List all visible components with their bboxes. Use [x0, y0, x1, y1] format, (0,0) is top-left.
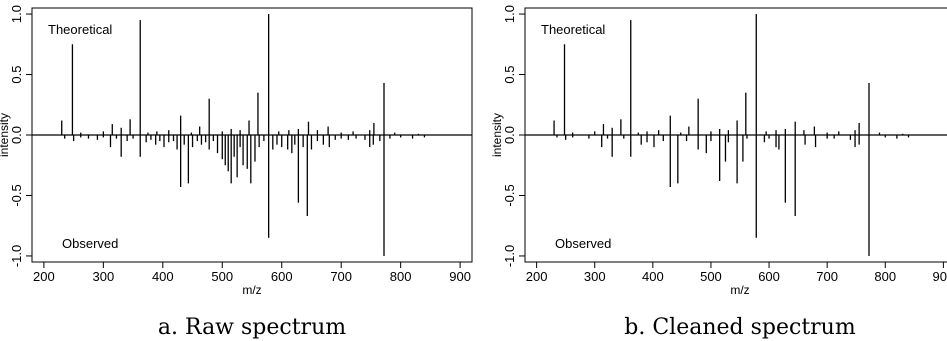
x-tick-label: 900	[933, 269, 947, 284]
x-tick-label: 700	[330, 269, 352, 284]
x-axis-title: m/z	[242, 283, 261, 297]
y-tick-label: 0.0	[9, 126, 24, 144]
y-tick-label: 1.0	[502, 5, 517, 23]
y-tick-label: -0.5	[502, 184, 517, 206]
y-tick-label: 0.0	[502, 126, 517, 144]
y-tick-label: 0.5	[502, 65, 517, 83]
x-tick-label: 800	[874, 269, 896, 284]
x-tick-label: 600	[758, 269, 780, 284]
panel-caption: b. Cleaned spectrum	[624, 315, 856, 340]
x-axis-title: m/z	[730, 283, 749, 297]
x-tick-label: 800	[390, 269, 412, 284]
x-tick-label: 700	[816, 269, 838, 284]
cleaned-spectrum-panel: 200 300 400 500 600 700 800 900 -1.0 -0.5 0.0 0.5 1.…	[490, 5, 947, 340]
y-tick-label: 0.5	[9, 65, 24, 83]
x-tick-label: 500	[700, 269, 722, 284]
y-tick-label: -1.0	[502, 245, 517, 267]
x-tick-label: 600	[271, 269, 293, 284]
observed-label: Observed	[62, 236, 118, 251]
x-tick-label: 200	[33, 269, 55, 284]
y-tick-label: 1.0	[9, 5, 24, 23]
x-tick-label: 400	[642, 269, 664, 284]
x-tick-label: 300	[92, 269, 114, 284]
theoretical-label: Theoretical	[541, 22, 605, 37]
observed-label: Observed	[555, 236, 611, 251]
raw-spectrum-panel: 200 300 400 500 600 700 800 900 -1.0 -0.5 0.0 0.5 1.…	[0, 5, 473, 340]
panel-caption: a. Raw spectrum	[158, 315, 346, 340]
y-tick-label: -1.0	[9, 245, 24, 267]
y-axis-title: intensity	[490, 113, 504, 157]
x-tick-label: 400	[152, 269, 174, 284]
theoretical-label: Theoretical	[48, 22, 112, 37]
y-axis-title: intensity	[0, 113, 11, 157]
y-tick-label: -0.5	[9, 184, 24, 206]
x-tick-label: 500	[211, 269, 233, 284]
x-tick-label: 900	[449, 269, 471, 284]
x-tick-label: 300	[584, 269, 606, 284]
x-tick-label: 200	[526, 269, 548, 284]
